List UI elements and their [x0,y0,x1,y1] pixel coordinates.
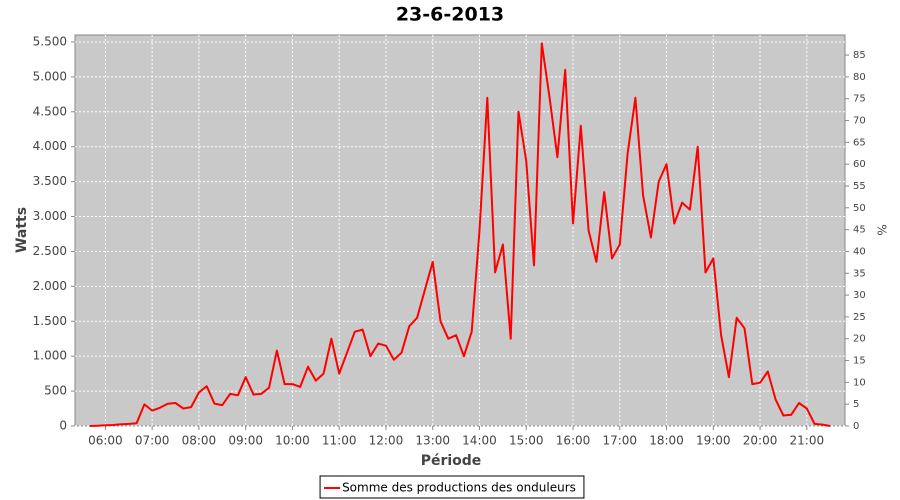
y-tick-label: 500 [44,384,67,398]
y2-tick-label: 50 [853,203,866,214]
y-tick-label: 2.500 [33,244,67,258]
x-tick-label: 10:00 [275,434,310,448]
y-tick-label: 4.000 [33,139,67,153]
y2-axis-label: % [875,224,889,235]
y2-tick-label: 85 [853,50,866,61]
x-tick-label: 11:00 [322,434,357,448]
y2-tick-label: 15 [853,356,866,367]
y-tick-label: 5.500 [33,34,67,48]
legend-box [319,475,585,499]
x-tick-label: 16:00 [556,434,591,448]
y2-tick-label: 25 [853,312,866,323]
x-tick-label: 18:00 [649,434,684,448]
y2-tick-label: 0 [853,421,859,432]
x-tick-label: 15:00 [509,434,544,448]
y-axis-label: Watts [14,207,30,253]
y-tick-label: 0 [59,419,67,433]
y2-tick-label: 5 [853,399,859,410]
x-tick-label: 19:00 [696,434,731,448]
y2-tick-label: 60 [853,159,866,170]
y-tick-label: 1.000 [33,349,67,363]
x-tick-label: 07:00 [135,434,170,448]
line-series [89,42,831,427]
y2-tick-label: 30 [853,290,866,301]
plot-area [74,34,846,427]
y2-tick-label: 55 [853,181,866,192]
x-tick-label: 14:00 [462,434,497,448]
y2-tick-label: 45 [853,225,866,236]
x-tick-label: 08:00 [182,434,217,448]
y2-tick-label: 75 [853,94,866,105]
x-tick-label: 09:00 [228,434,263,448]
x-tick-label: 12:00 [369,434,404,448]
y-tick-label: 3.500 [33,174,67,188]
y2-tick-label: 40 [853,246,866,257]
x-tick-label: 06:00 [88,434,123,448]
y2-tick-label: 10 [853,377,866,388]
y-tick-label: 1.500 [33,314,67,328]
y2-tick-label: 20 [853,334,866,345]
chart-title: 23-6-2013 [396,4,504,26]
y2-tick-label: 70 [853,116,866,127]
y-tick-label: 2.000 [33,279,67,293]
y2-tick-label: 35 [853,268,866,279]
y2-tick-label: 80 [853,72,866,83]
x-tick-label: 13:00 [415,434,450,448]
y-tick-label: 5.000 [33,69,67,83]
legend-label: Somme des productions des onduleurs [342,481,576,495]
y2-tick-label: 65 [853,137,866,148]
x-tick-label: 21:00 [790,434,825,448]
x-axis-label: Période [421,453,482,469]
x-tick-label: 20:00 [743,434,778,448]
y-tick-label: 3.000 [33,209,67,223]
y-tick-label: 4.500 [33,104,67,118]
x-tick-label: 17:00 [602,434,637,448]
